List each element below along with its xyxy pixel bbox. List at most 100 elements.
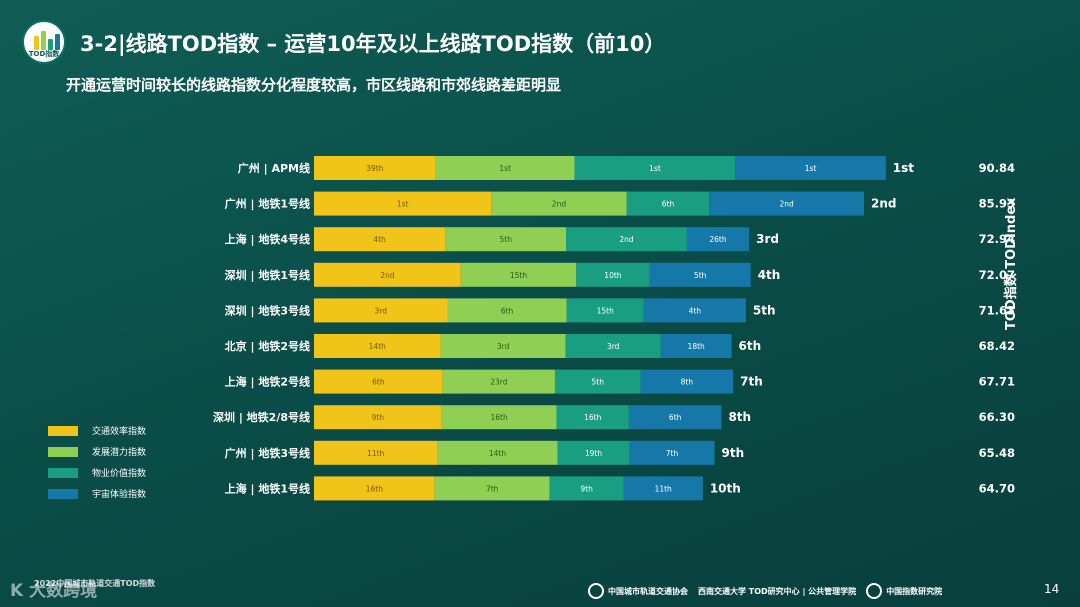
bar-segment <box>574 156 736 180</box>
bar-segment <box>447 298 567 323</box>
legend-label: 发展潜力指数 <box>92 448 147 458</box>
segment-rank-label: 10th <box>604 271 621 280</box>
segment-rank-label: 3rd <box>607 342 620 351</box>
bar-segment <box>314 298 448 323</box>
bar-segment <box>314 262 461 287</box>
footer-watermark: K 大数跨境 2022中国城市轨道交通TOD指数 <box>10 576 155 601</box>
logo-bar <box>55 34 60 50</box>
y-axis-title: TOD指数 TODIndex <box>1004 197 1019 330</box>
legend-item: 发展潜力指数 <box>48 441 146 462</box>
segment-rank-label: 1st <box>397 200 409 209</box>
page-number: 14 <box>1044 582 1060 596</box>
segment-rank-label: 19th <box>585 449 602 458</box>
overall-rank-label: 9th <box>722 446 745 460</box>
org-icon <box>588 583 604 599</box>
segment-rank-label: 16th <box>490 413 507 422</box>
category-label: 广州 | 地铁1号线 <box>225 197 310 211</box>
org-label: 中国指数研究院 <box>886 586 943 596</box>
segment-rank-label: 1st <box>805 164 817 173</box>
bar-segment <box>640 369 734 394</box>
legend-item: 宇宙体验指数 <box>48 483 146 504</box>
footer-brand: K 大数跨境 <box>10 581 98 601</box>
bar-segment <box>556 405 629 430</box>
segment-rank-label: 11th <box>367 449 384 458</box>
bar-segment <box>643 298 746 323</box>
bar-segment <box>442 369 555 394</box>
segment-rank-label: 6th <box>669 413 682 422</box>
overall-rank-label: 8th <box>728 410 751 424</box>
segment-rank-label: 14th <box>369 342 386 351</box>
category-label: 广州 | APM线 <box>238 161 310 175</box>
bar-segment <box>314 405 442 430</box>
org-label: 中国城市轨道交通协会 <box>608 586 688 596</box>
logo-bar <box>34 36 39 50</box>
bar-segment <box>623 476 703 501</box>
legend-label: 宇宙体验指数 <box>92 490 147 500</box>
org-icon <box>866 583 883 599</box>
legend-swatch <box>48 467 78 478</box>
category-label: 深圳 | 地铁2/8号线 <box>213 410 310 424</box>
segment-rank-label: 14th <box>489 449 506 458</box>
chart-legend: 交通效率指数 发展潜力指数 物业价值指数 宇宙体验指数 <box>48 420 146 504</box>
bar-segment <box>628 405 722 430</box>
bar-segment <box>314 440 438 465</box>
segment-rank-label: 4th <box>689 306 702 315</box>
category-label: 上海 | 地铁2号线 <box>225 375 310 389</box>
tod-logo: TOD指数 <box>22 20 66 64</box>
bar-segment <box>557 440 630 465</box>
category-label: 深圳 | 地铁3号线 <box>225 303 310 317</box>
segment-rank-label: 9th <box>372 413 385 422</box>
bar-segment <box>314 191 492 216</box>
overall-rank-label: 2nd <box>871 197 896 211</box>
segment-rank-label: 23rd <box>490 378 507 387</box>
page-subtitle: 开通运营时间较长的线路指数分化程度较高，市区线路和市郊线路差距明显 <box>66 76 562 94</box>
bar-segment <box>314 369 443 394</box>
segment-rank-label: 7th <box>666 449 679 458</box>
segment-rank-label: 1st <box>499 164 511 173</box>
page-title: 3-2|线路TOD指数 – 运营10年及以上线路TOD指数（前10） <box>80 32 666 56</box>
bar-segment <box>626 191 710 216</box>
bar-segment <box>554 369 641 394</box>
segment-rank-label: 6th <box>501 306 514 315</box>
category-label: 上海 | 地铁1号线 <box>225 481 310 495</box>
total-value-label: 71.63 <box>979 303 1015 317</box>
overall-rank-label: 1st <box>893 161 914 175</box>
segment-rank-label: 16th <box>584 413 601 422</box>
category-label: 北京 | 地铁2号线 <box>225 339 310 353</box>
segment-rank-label: 11th <box>655 484 672 493</box>
legend-swatch <box>48 446 78 457</box>
segment-rank-label: 6th <box>372 378 385 387</box>
bar-segment <box>437 440 558 465</box>
total-value-label: 66.30 <box>979 410 1015 424</box>
segment-rank-label: 2nd <box>779 200 794 209</box>
bar-segment <box>566 227 687 252</box>
segment-rank-label: 4th <box>373 235 386 244</box>
legend-label: 交通效率指数 <box>92 427 147 437</box>
overall-rank-label: 4th <box>758 268 781 282</box>
segment-rank-label: 3rd <box>497 342 510 351</box>
bar-segment <box>709 191 864 216</box>
segment-rank-label: 15th <box>510 271 527 280</box>
segment-rank-label: 2nd <box>619 235 634 244</box>
overall-rank-label: 6th <box>739 339 762 353</box>
footer-report-name: 2022中国城市轨道交通TOD指数 <box>34 579 156 588</box>
segment-rank-label: 16th <box>366 484 383 493</box>
total-value-label: 65.48 <box>979 446 1015 460</box>
overall-rank-label: 5th <box>753 303 776 317</box>
legend-label: 物业价值指数 <box>92 469 147 479</box>
bar-segment <box>441 405 557 430</box>
logo-bar <box>41 31 46 50</box>
bar-segment <box>629 440 715 465</box>
bar-segment <box>686 227 750 252</box>
bar-segment <box>660 334 732 358</box>
bar-segment <box>735 156 886 180</box>
legend-item: 交通效率指数 <box>48 420 146 441</box>
category-label: 上海 | 地铁4号线 <box>225 232 310 246</box>
bar-segment <box>434 476 550 501</box>
segment-rank-label: 9th <box>580 484 593 493</box>
total-value-label: 90.84 <box>979 161 1015 175</box>
bar-segment <box>566 298 644 323</box>
legend-swatch <box>48 488 78 499</box>
bar-segment <box>314 476 435 501</box>
